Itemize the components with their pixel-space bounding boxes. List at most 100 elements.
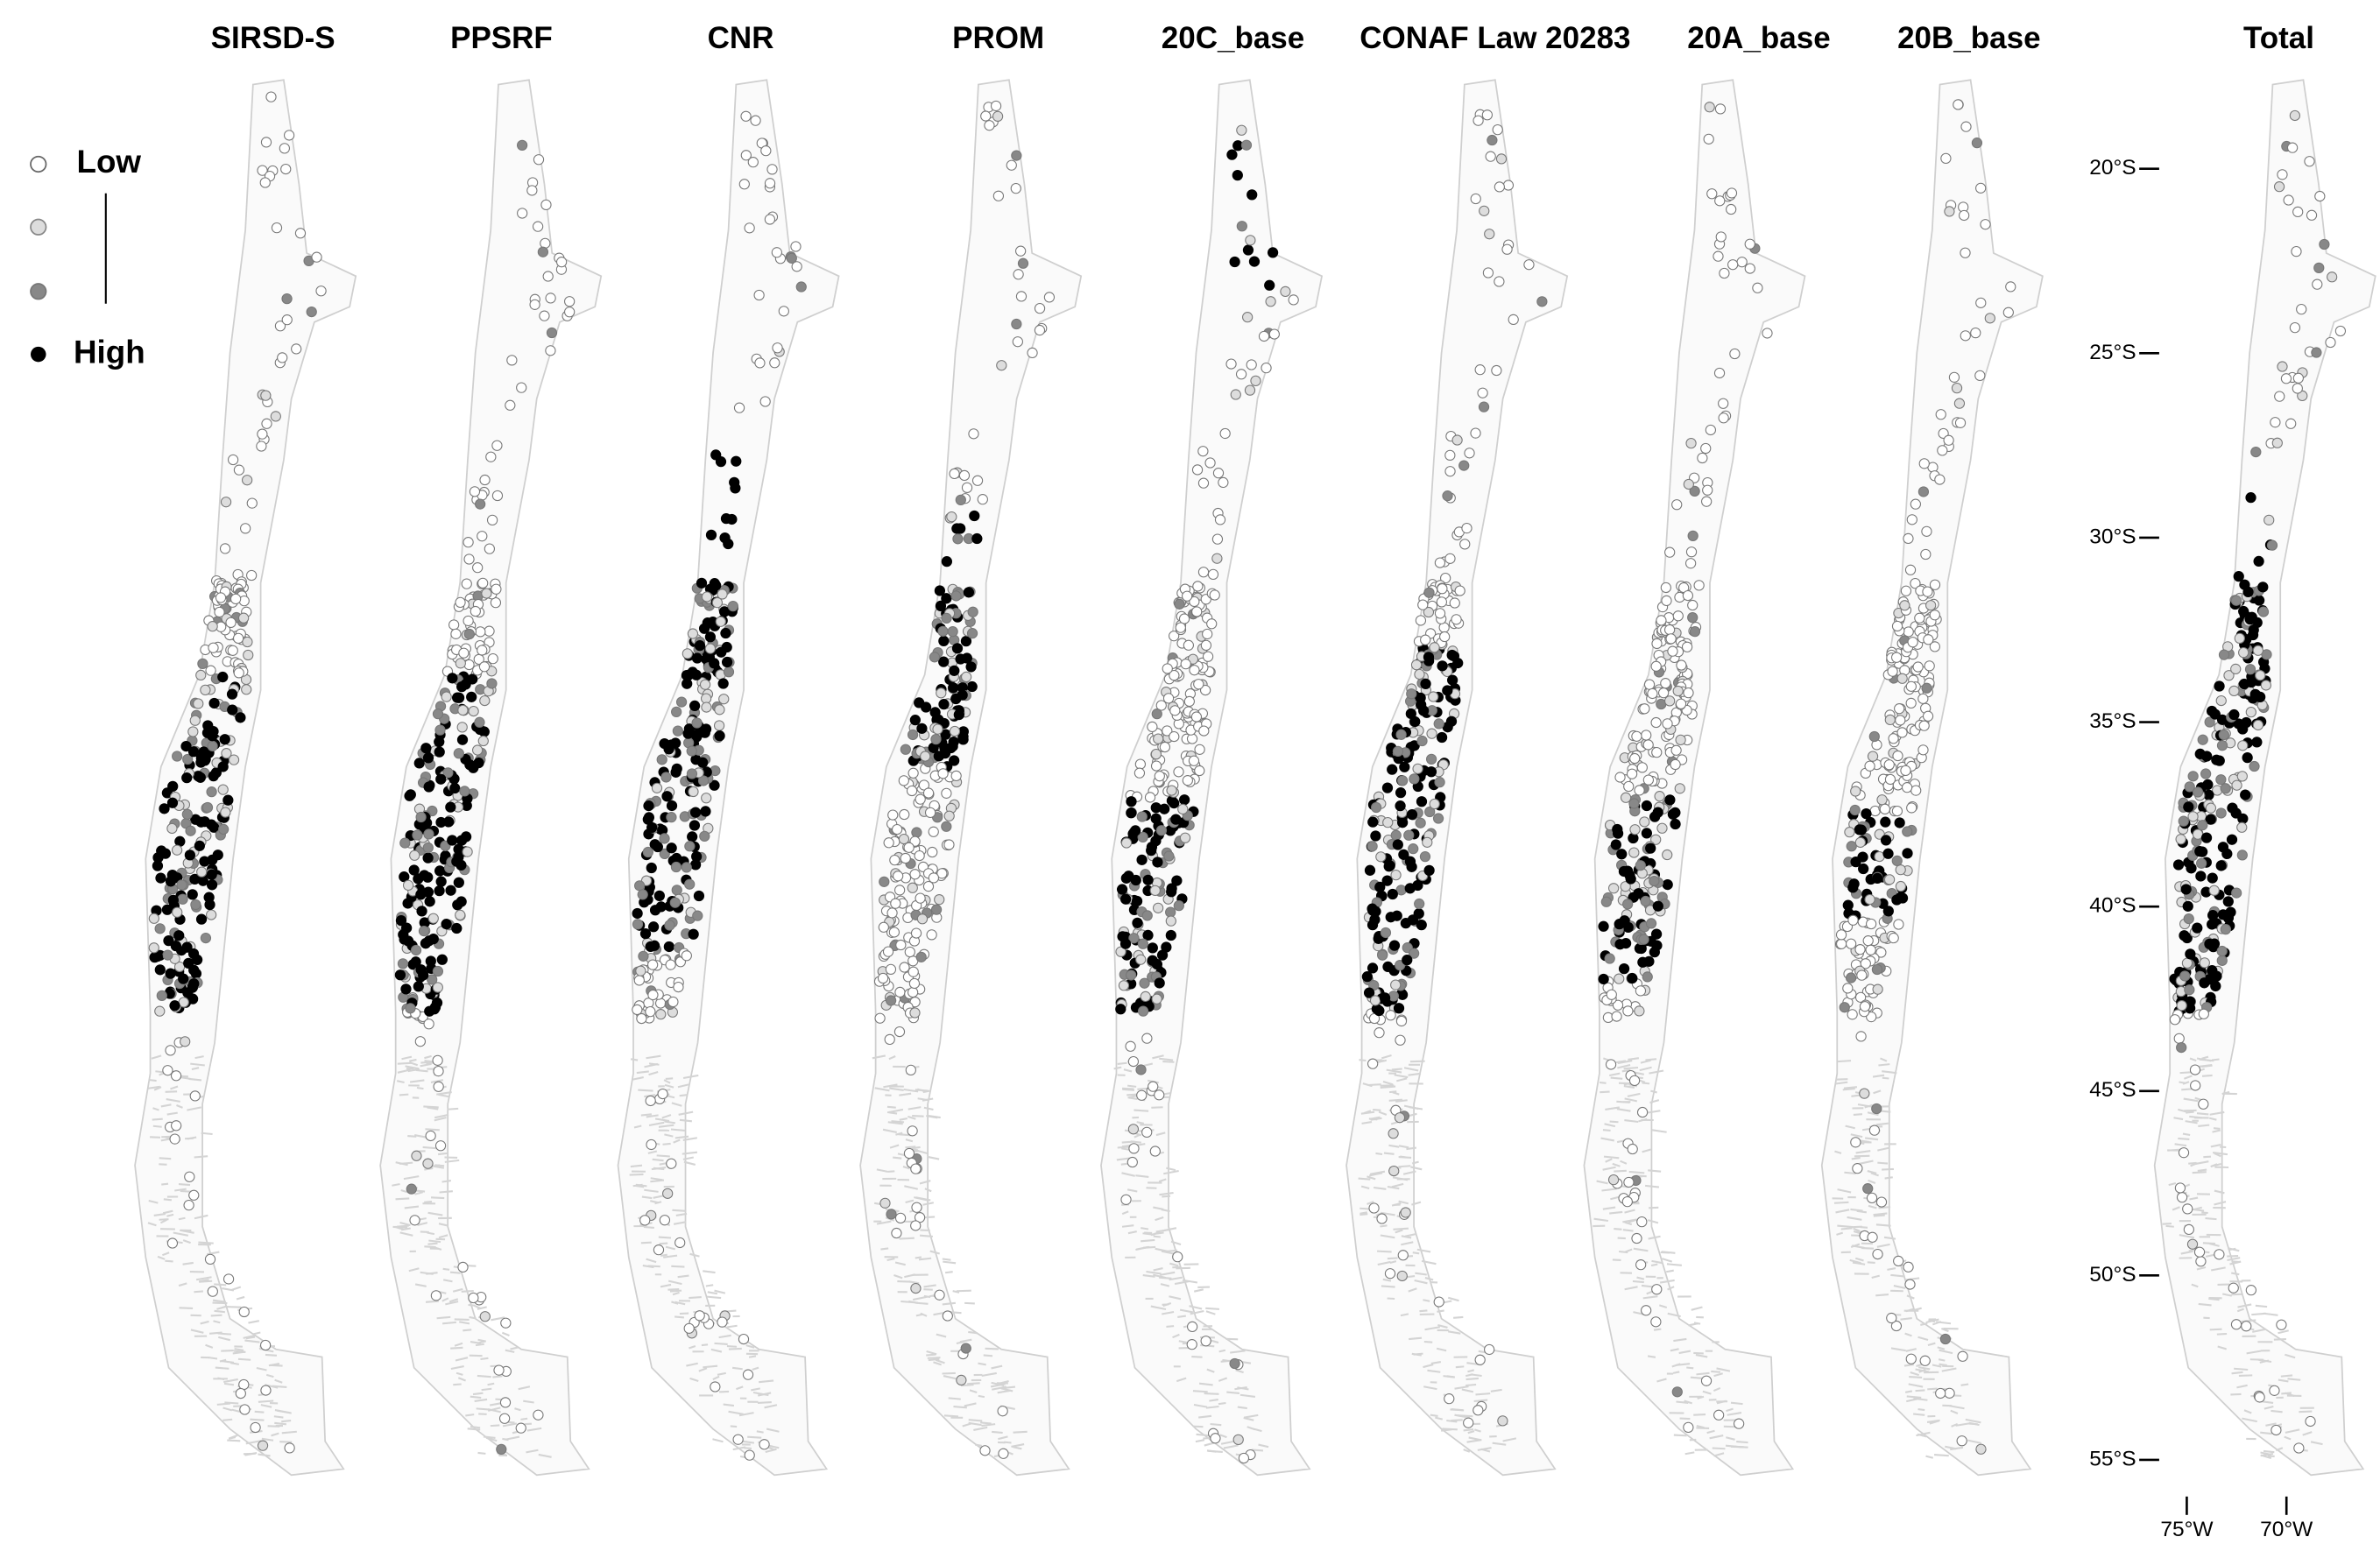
site-marker [894,885,906,896]
site-marker [220,497,232,508]
coastline-texture [656,1154,670,1158]
site-marker [1629,752,1641,765]
site-marker [1244,384,1256,396]
coastline-texture [962,1422,971,1428]
coastline-texture [926,1350,937,1356]
coastline-texture [908,1115,916,1120]
site-marker [675,696,688,708]
coastline-texture [969,1389,978,1393]
coastline-texture [894,1261,906,1266]
site-marker [1137,831,1148,842]
site-marker [484,543,495,554]
coastline-texture [1881,1110,1891,1113]
site-marker [176,879,187,891]
coastline-texture [1134,1109,1149,1112]
site-marker [1169,705,1181,716]
site-marker [238,612,250,624]
site-marker [2220,783,2231,794]
site-marker [1200,1336,1211,1347]
coastline-texture [442,1279,453,1283]
site-marker [1953,99,1964,110]
site-marker [2249,760,2260,772]
site-marker [2285,418,2297,429]
coastline-texture [926,1353,936,1357]
coastline-texture [1939,1363,1947,1367]
site-marker [670,737,682,749]
coastline-texture [991,1364,1003,1370]
site-marker [1697,452,1708,464]
site-marker [2292,206,2304,218]
site-marker [1396,989,1409,1000]
coastline-texture [674,1315,684,1319]
coastline-texture [1884,1176,1893,1180]
site-marker [1639,816,1650,828]
site-marker [148,913,159,924]
coastline-texture [2251,1312,2266,1316]
coastline-texture [893,1156,902,1160]
site-marker [493,1364,505,1376]
coastline-texture [717,1371,726,1376]
coastline-texture [182,1261,194,1265]
coastline-texture [1205,1310,1216,1315]
coastline-texture [893,1274,903,1280]
site-marker [1847,882,1859,893]
coastline-texture [1359,1213,1368,1216]
site-marker [1265,296,1276,307]
site-marker [1957,1350,1968,1362]
coastline-texture [456,1371,463,1376]
coastline-texture [1205,1307,1220,1310]
coastline-texture [1882,1076,1889,1080]
site-marker [952,533,964,545]
site-marker [1436,596,1448,608]
site-marker [1944,206,1955,217]
site-marker [205,665,216,676]
site-marker [968,428,979,440]
coastline-texture [730,1425,738,1428]
site-marker [1497,1415,1508,1427]
site-marker [1643,679,1656,690]
site-marker [1883,759,1895,771]
coastline-texture [916,1088,926,1093]
site-marker [942,1310,953,1322]
site-marker [218,823,230,835]
site-marker [2174,1182,2186,1194]
site-marker [1929,610,1940,621]
coastline-texture [195,1276,212,1281]
site-marker [1367,841,1378,852]
coastline-texture [887,1121,903,1125]
coastline-texture [258,1399,274,1403]
site-marker [239,1404,251,1415]
coastline-texture [463,1329,472,1332]
site-marker [172,906,183,918]
site-marker [277,352,288,363]
site-marker [167,871,179,883]
coastline-texture [2162,1223,2172,1225]
coastline-texture [152,1117,163,1121]
coastline-texture [1454,1413,1471,1419]
site-marker [1397,1250,1409,1261]
site-marker [2222,896,2234,907]
coastline-texture [1161,1250,1175,1255]
coastline-texture [1243,1413,1259,1419]
site-marker [2263,514,2275,525]
coastline-texture [2260,1431,2272,1435]
site-marker [1116,884,1128,895]
site-marker [400,983,412,995]
coastline-texture [163,1198,173,1202]
site-marker [1169,797,1180,809]
site-marker [1627,972,1638,984]
site-marker [479,474,491,486]
site-marker [418,925,430,937]
coastline-texture [1915,1389,1925,1392]
site-marker [185,825,196,836]
coastline-texture [153,1213,166,1216]
coastline-texture [188,1077,202,1082]
coastline-texture [888,1108,904,1114]
coastline-texture [1396,1077,1408,1082]
coastline-texture [660,1283,672,1288]
coastline-texture [1235,1369,1244,1374]
site-marker [1149,1146,1161,1157]
site-marker [1910,785,1922,796]
site-marker [1704,102,1715,113]
site-marker [886,907,898,919]
